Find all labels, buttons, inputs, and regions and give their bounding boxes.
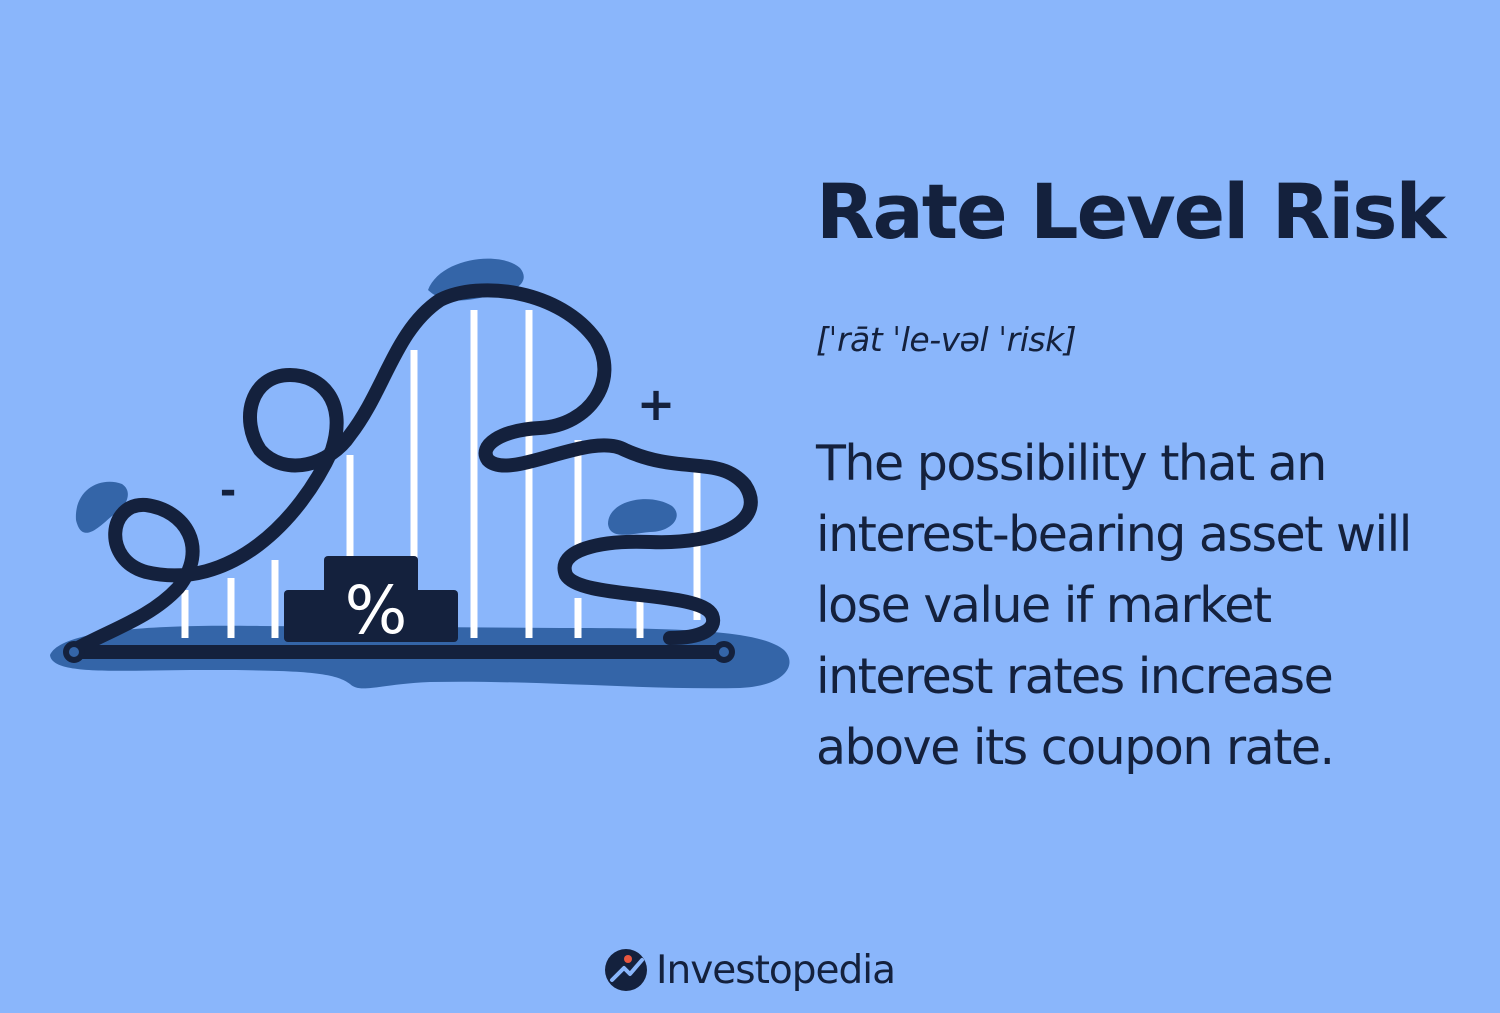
rail-end-right bbox=[713, 641, 735, 663]
roller-coaster-illustration: % - + bbox=[50, 258, 790, 689]
minus-sign: - bbox=[220, 468, 237, 514]
right-shadow-blob bbox=[608, 499, 677, 535]
investopedia-logo-icon bbox=[605, 949, 647, 991]
brand-logo: Investopedia bbox=[604, 944, 896, 996]
percent-label: % bbox=[345, 572, 408, 649]
plus-sign: + bbox=[637, 377, 676, 431]
percent-cart: % bbox=[284, 556, 458, 649]
pronunciation: [ˈrāt ˈle-vəl ˈrisk] bbox=[816, 320, 1077, 359]
left-shadow-blob bbox=[75, 481, 128, 533]
coaster-track bbox=[71, 283, 758, 655]
page-title: Rate Level Risk bbox=[816, 167, 1446, 256]
definition-text: The possibility that an interest-bearing… bbox=[816, 435, 1412, 776]
rail-end-left bbox=[63, 641, 85, 663]
base-rail bbox=[63, 641, 735, 663]
brand-name: Investopedia bbox=[656, 947, 896, 993]
